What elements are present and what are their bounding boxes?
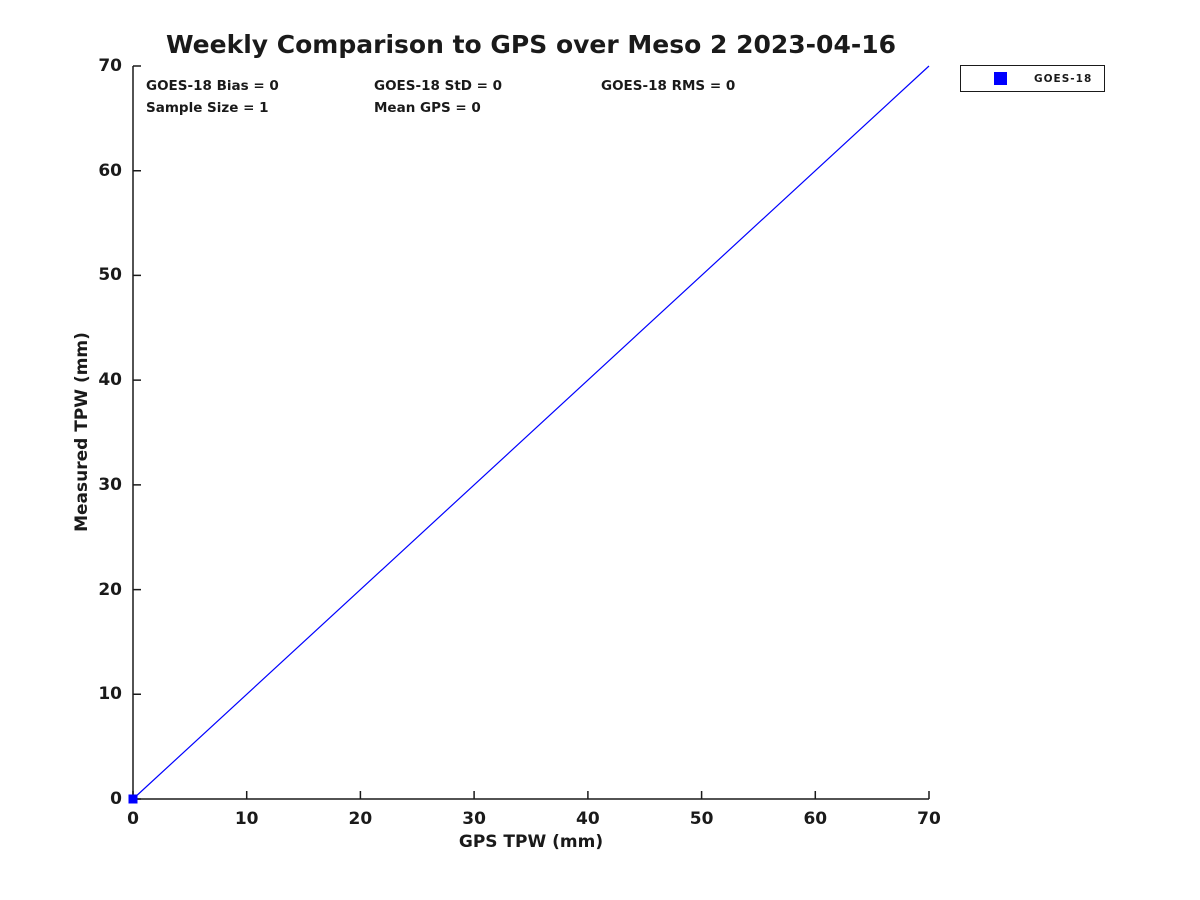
stat-bias: GOES-18 Bias = 0 [146,78,279,94]
x-axis-label: GPS TPW (mm) [458,832,604,852]
y-tick-marks [133,65,141,800]
x-tick-label: 30 [462,809,486,829]
legend-marker-square-icon [994,72,1007,85]
stat-sample-size: Sample Size = 1 [146,100,269,116]
identity-line [132,65,930,800]
y-tick-label: 70 [98,55,122,76]
chart-title: Weekly Comparison to GPS over Meso 2 202… [165,30,897,59]
x-tick-label: 40 [576,809,600,829]
y-tick-label: 40 [98,369,122,390]
y-tick-label: 50 [98,265,122,286]
y-tick-label: 10 [98,684,122,705]
y-axis-label: Measured TPW (mm) [72,332,92,532]
x-tick-label: 20 [348,809,373,829]
y-tick-label: 30 [98,474,122,495]
x-tick-label: 60 [803,809,828,829]
x-tick-label: 70 [917,809,941,829]
stat-std: GOES-18 StD = 0 [374,78,503,94]
legend-label: GOES-18 [1034,72,1093,85]
x-tick-label: 50 [689,809,714,829]
y-tick-label: 60 [98,160,122,181]
data-point-marker [128,794,138,804]
y-tick-label: 0 [110,788,122,809]
x-tick-label: 0 [127,809,139,829]
x-tick-marks [132,791,930,799]
legend-box: GOES-18 [960,65,1105,92]
stat-mean-gps: Mean GPS = 0 [374,100,481,116]
x-tick-label: 10 [234,809,259,829]
stat-rms: GOES-18 RMS = 0 [601,78,736,94]
y-tick-label: 20 [98,579,122,600]
